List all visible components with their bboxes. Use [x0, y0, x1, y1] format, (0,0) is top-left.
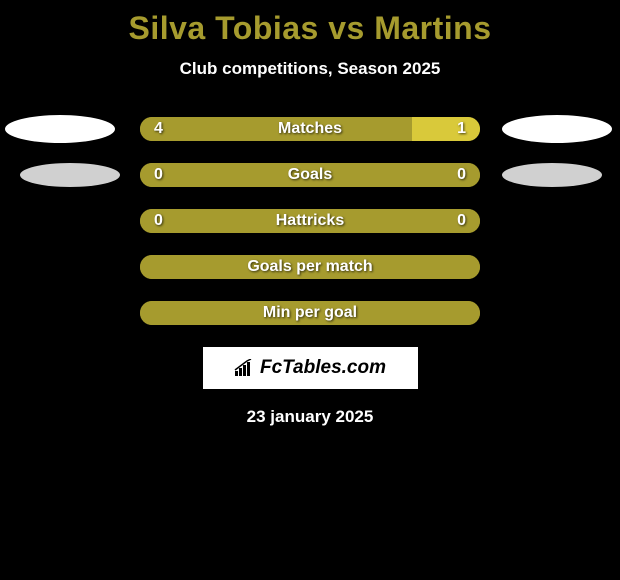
stat-bar: 0 Hattricks 0 — [140, 209, 480, 233]
stat-value-right: 1 — [457, 120, 466, 138]
stat-row: 0 Hattricks 0 — [0, 209, 620, 233]
player-badge-left — [20, 163, 120, 187]
stat-label: Min per goal — [140, 304, 480, 322]
stat-bar: Goals per match — [140, 255, 480, 279]
page-subtitle: Club competitions, Season 2025 — [0, 59, 620, 79]
logo-box[interactable]: FcTables.com — [203, 347, 418, 389]
stat-label: Goals — [140, 166, 480, 184]
logo-text: FcTables.com — [234, 357, 386, 379]
stat-bar: 0 Goals 0 — [140, 163, 480, 187]
stat-row: 4 Matches 1 — [0, 117, 620, 141]
stat-label: Matches — [140, 120, 480, 138]
stat-row: Min per goal — [0, 301, 620, 325]
player-badge-right — [502, 163, 602, 187]
stat-row: Goals per match — [0, 255, 620, 279]
page-title: Silva Tobias vs Martins — [0, 0, 620, 47]
player-badge-left — [5, 115, 115, 143]
stat-value-right: 0 — [457, 166, 466, 184]
comparison-area: 4 Matches 1 0 Goals 0 0 Hattricks 0 — [0, 117, 620, 427]
chart-icon — [234, 359, 256, 377]
stat-bar: Min per goal — [140, 301, 480, 325]
stat-value-right: 0 — [457, 212, 466, 230]
stat-row: 0 Goals 0 — [0, 163, 620, 187]
logo-label: FcTables.com — [260, 357, 386, 379]
date-text: 23 january 2025 — [0, 407, 620, 427]
stat-label: Hattricks — [140, 212, 480, 230]
stat-label: Goals per match — [140, 258, 480, 276]
player-badge-right — [502, 115, 612, 143]
stat-bar: 4 Matches 1 — [140, 117, 480, 141]
